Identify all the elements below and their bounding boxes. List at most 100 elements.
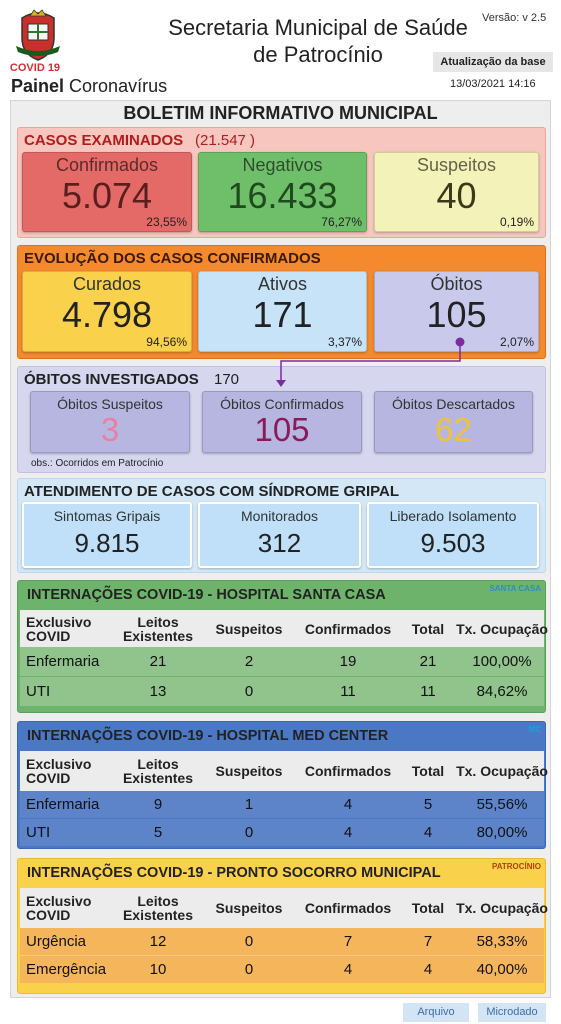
panel-subtitle: Coronavírus — [69, 76, 168, 96]
stat-percent: 76,27% — [321, 215, 362, 229]
table-row — [20, 956, 544, 983]
table-cell: 21 — [149, 653, 167, 670]
stat-value: 16.433 — [227, 175, 338, 216]
table-header: Exclusivo COVID — [26, 756, 92, 786]
table-cell: 4 — [423, 824, 433, 841]
table-header: Confirmados — [304, 763, 392, 779]
stat-label: Curados — [72, 274, 142, 294]
table-cell: 58,33% — [476, 933, 528, 950]
stat-label: Sintomas Gripais — [53, 508, 161, 524]
table-cell: 84,62% — [476, 683, 528, 700]
table-header: Total — [411, 900, 445, 916]
table-cell: 7 — [423, 933, 433, 950]
stat-label: Ativos — [257, 274, 308, 294]
table-cell: 7 — [343, 933, 353, 950]
table-header: Tx. Ocupação — [456, 763, 548, 779]
table-header: Exclusivo COVID — [26, 613, 92, 644]
stat-value: 171 — [252, 294, 313, 335]
table-cell: 13 — [149, 683, 167, 700]
stat-value: 105 — [426, 294, 487, 335]
table-header: Tx. Ocupação — [456, 620, 548, 637]
table-cell: 2 — [244, 653, 254, 670]
section-total: 170 — [214, 371, 240, 388]
table-cell: 11 — [340, 683, 356, 700]
table-header: Tx. Ocupação — [456, 900, 548, 916]
stat-percent: 0,19% — [499, 215, 534, 229]
section-title: EVOLUÇÃO DOS CASOS CONFIRMADOS — [24, 250, 321, 267]
table-cell: 4 — [343, 961, 353, 978]
stat-label: Óbitos Descartados — [392, 396, 515, 412]
table-cell: 0 — [244, 683, 254, 700]
table-header: Leitos Existentes — [122, 893, 194, 923]
stat-label: Óbitos Suspeitos — [57, 396, 163, 412]
stat-card: Monitorados 312 — [198, 502, 361, 568]
table-cell: 5 — [423, 796, 433, 813]
table-cell: 4 — [343, 796, 353, 813]
table-cell: Emergência — [26, 961, 107, 978]
hospital-title: INTERNAÇÕES COVID-19 - HOSPITAL SANTA CA… — [27, 587, 386, 603]
table-header: Suspeitos — [215, 620, 283, 637]
button[interactable]: Arquivo — [403, 1003, 469, 1022]
table-cell: 1 — [244, 796, 254, 813]
table-cell: UTI — [26, 824, 51, 841]
table-cell: 4 — [343, 824, 353, 841]
section-title: ATENDIMENTO DE CASOS COM SÍNDROME GRIPAL — [24, 483, 400, 500]
hospital-title: INTERNAÇÕES COVID-19 - HOSPITAL MED CENT… — [27, 728, 389, 744]
stat-label: Monitorados — [240, 508, 319, 524]
table-cell: 12 — [149, 933, 167, 950]
update-date: 13/03/2021 14:16 — [450, 78, 536, 90]
table-row — [20, 647, 544, 676]
stat-label: Óbitos Confirmados — [220, 396, 344, 412]
stat-card: Óbitos Descartados 62 — [374, 391, 533, 453]
table-header: Suspeitos — [215, 763, 283, 779]
logo-label: COVID 19 — [9, 62, 61, 74]
stat-value: 9.503 — [420, 528, 486, 558]
stat-value: 5.074 — [61, 175, 153, 216]
table-cell: 19 — [339, 653, 357, 670]
stat-percent: 2,07% — [499, 335, 534, 349]
table-header: Total — [411, 620, 445, 637]
table-cell: 40,00% — [476, 961, 528, 978]
table-cell: 9 — [153, 796, 163, 813]
section-title: ÓBITOS INVESTIGADOS — [24, 371, 199, 388]
title-line: de Patrocínio — [253, 42, 383, 67]
stat-card: Curados 4.798 94,56% — [22, 271, 192, 352]
stat-label: Óbitos — [430, 274, 483, 294]
button[interactable]: Microdado — [478, 1003, 546, 1022]
table-header: Suspeitos — [215, 900, 283, 916]
stat-value: 40 — [436, 175, 477, 216]
table-cell: 55,56% — [476, 796, 528, 813]
stat-card: Óbitos Suspeitos 3 — [30, 391, 190, 453]
table-header: Confirmados — [304, 620, 392, 637]
stat-card: Confirmados 5.074 23,55% — [22, 152, 192, 232]
stat-percent: 3,37% — [327, 335, 362, 349]
stat-percent: 23,55% — [146, 215, 187, 229]
stat-value: 9.815 — [74, 528, 140, 558]
hospital-logo: MC — [528, 725, 541, 734]
note: obs.: Ocorridos em Patrocínio — [31, 458, 164, 469]
stat-card: Ativos 171 3,37% — [198, 271, 367, 352]
hospital-logo: SANTA CASA — [489, 584, 541, 593]
stat-card: Sintomas Gripais 9.815 — [22, 502, 192, 568]
logo — [16, 9, 60, 61]
stat-value: 312 — [257, 528, 302, 558]
stat-label: Negativos — [242, 155, 323, 175]
stat-value: 62 — [435, 411, 472, 448]
version: Versão: v 2.5 — [482, 12, 547, 24]
table-header-row — [20, 888, 544, 928]
table-cell: 5 — [153, 824, 163, 841]
table-cell: 0 — [244, 961, 254, 978]
table-cell: 11 — [420, 683, 436, 700]
panel-word: Painel — [11, 76, 65, 96]
stat-card: Liberado Isolamento 9.503 — [367, 502, 539, 568]
table-cell: 4 — [423, 961, 433, 978]
hospital-logo: PATROCÍNIO — [491, 862, 541, 871]
table-cell: UTI — [26, 683, 51, 700]
panel-title: Painel Coronavírus — [11, 76, 167, 97]
bulletin-title: BOLETIM INFORMATIVO MUNICIPAL — [123, 103, 438, 123]
stat-value: 4.798 — [61, 294, 153, 335]
table-cell: Enfermaria — [26, 796, 100, 813]
stat-label: Suspeitos — [416, 155, 497, 175]
table-header: Exclusivo COVID — [26, 893, 92, 923]
table-header: Leitos Existentes — [122, 756, 194, 786]
